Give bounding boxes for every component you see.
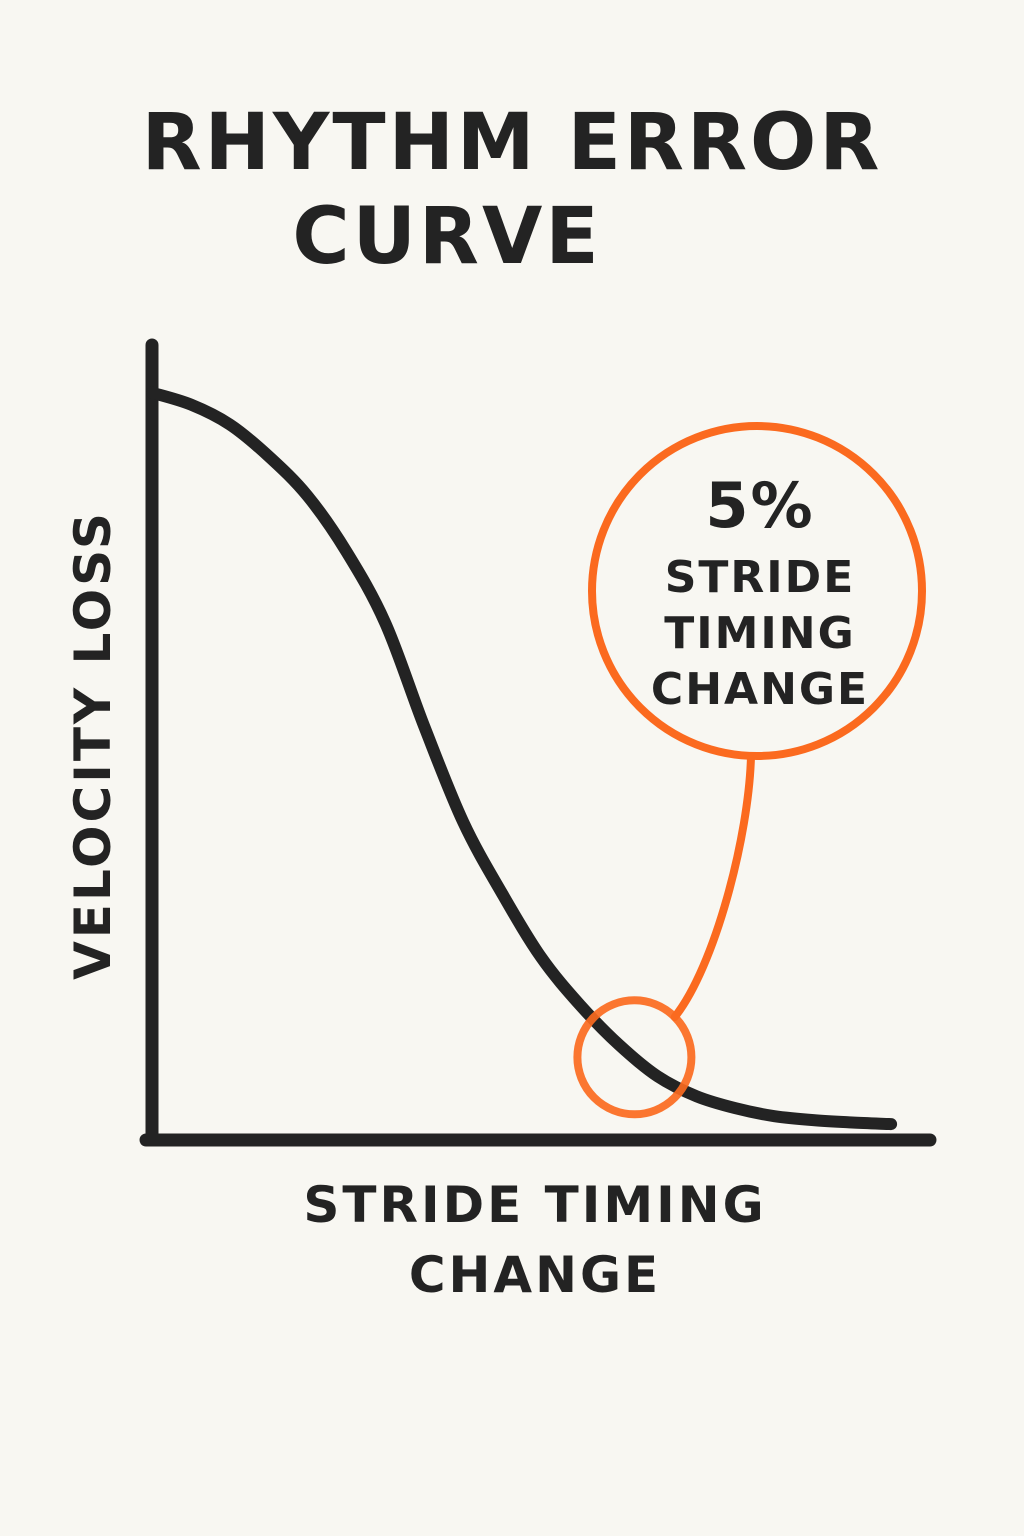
annotation-text-line-2: STRIDE xyxy=(665,552,856,603)
chart-title-line-1: RHYTHM ERROR xyxy=(141,98,883,188)
series-line-0 xyxy=(146,386,898,1131)
chart-title-line-2: CURVE xyxy=(292,192,602,282)
annotation-text-line-1: 5% xyxy=(705,469,814,542)
annotation-text-line-3: TIMING xyxy=(664,608,855,659)
series-layer xyxy=(146,386,898,1131)
x-axis-label-line-1: STRIDE TIMING xyxy=(303,1176,766,1234)
chart-title: RHYTHM ERROR CURVE xyxy=(0,96,1024,284)
annotation-target-circle xyxy=(573,996,696,1119)
x-axis-label-line-2: CHANGE xyxy=(409,1246,661,1304)
annotation-leader-line xyxy=(670,752,755,1021)
annotation-text-line-4: CHANGE xyxy=(651,664,869,715)
y-axis-label: VELOCITY LOSS xyxy=(64,510,122,980)
annotation-bubble xyxy=(588,422,926,760)
